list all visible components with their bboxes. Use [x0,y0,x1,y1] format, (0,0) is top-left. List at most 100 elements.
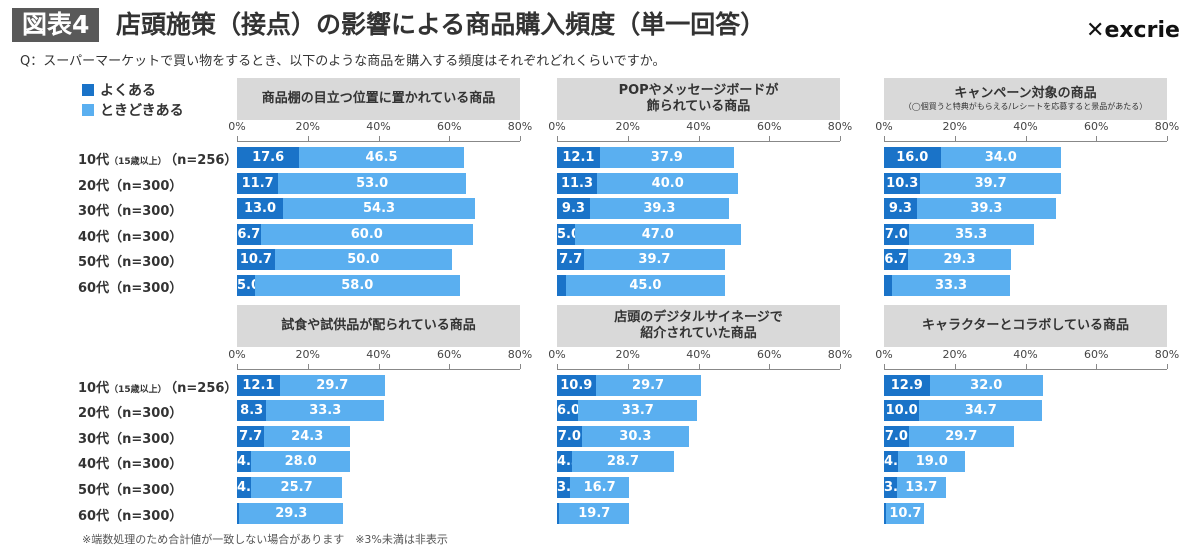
bar-sometimes: 33.3 [892,275,1010,296]
x-tick-mark [840,136,841,141]
x-tick-label: 0% [228,348,246,361]
x-tick-label: 20% [295,348,320,361]
row-label: 10代（15歳以上） （n=256） [78,381,238,396]
x-tick-mark [307,136,309,141]
x-tick-mark [698,136,700,141]
x-tick-mark [1167,364,1168,369]
x-tick-label: 0% [228,120,246,133]
x-tick-label: 60% [1084,120,1109,133]
x-tick-label: 20% [942,348,967,361]
row-label: 30代（n=300） [78,204,183,219]
x-tick-mark [557,136,558,141]
bar-sometimes: 33.7 [578,400,698,421]
x-tick-label: 20% [615,120,640,133]
x-tick-mark [769,136,771,141]
bar-often: 7.7 [557,249,585,270]
bar-often: 5.0 [237,275,260,296]
bar-sometimes: 24.3 [264,426,351,447]
x-tick-mark [449,136,451,141]
x-tick-mark [237,364,238,369]
bar-often: 6.7 [237,224,261,245]
legend-item-sometimes: ときどきある [82,100,184,120]
row-label: 20代（n=300） [78,179,183,194]
x-tick-label: 0% [548,120,566,133]
bar-sometimes: 40.0 [596,173,739,194]
row-label: 50代（n=300） [78,483,183,498]
bar-often: 12.9 [884,375,930,396]
bar-often: 13.0 [237,198,283,219]
x-tick-label: 40% [686,120,711,133]
x-tick-label: 60% [757,348,782,361]
x-axis-line [237,141,520,142]
x-tick-mark [520,364,521,369]
bar-often: 6.7 [884,249,908,270]
bar-sometimes: 39.7 [584,249,725,270]
x-tick-mark [954,136,956,141]
bar-sometimes: 32.0 [929,375,1043,396]
x-tick-mark [1025,136,1027,141]
x-tick-mark [627,364,629,369]
bar-often: 5.0 [557,224,580,245]
footnote: ※端数処理のため合計値が一致しない場合があります ※3%未満は非表示 [82,533,448,546]
row-label: 20代（n=300） [78,406,183,421]
bar-often: 12.1 [237,375,280,396]
bar-sometimes: 19.7 [559,503,630,524]
x-tick-mark [378,136,380,141]
row-label: 40代（n=300） [78,457,183,472]
bar-sometimes: 39.3 [589,198,729,219]
x-tick-mark [520,136,521,141]
bar-often: 4.0 [237,451,260,472]
bar-often: 11.7 [237,173,279,194]
bar-often: 9.3 [557,198,590,219]
x-tick-mark [378,364,380,369]
bar-often [557,503,560,524]
x-tick-mark [449,364,451,369]
bar-sometimes: 39.7 [920,173,1061,194]
x-axis-line [884,141,1167,142]
x-axis-line [237,369,520,370]
x-tick-label: 60% [1084,348,1109,361]
bar-sometimes: 60.0 [260,224,473,245]
x-tick-mark [307,364,309,369]
x-tick-label: 0% [875,120,893,133]
x-tick-label: 20% [295,120,320,133]
bar-often: 4.0 [884,451,907,472]
x-tick-label: 20% [615,348,640,361]
x-tick-label: 60% [437,348,462,361]
x-tick-mark [884,136,885,141]
bar-often [237,503,240,524]
bar-often: 7.0 [884,224,909,245]
x-tick-mark [884,364,885,369]
panel-title: 店頭のデジタルサイネージで 紹介されていた商品 [557,305,840,347]
bar-sometimes: 10.7 [886,503,925,524]
bar-sometimes: 58.0 [254,275,460,296]
bar-often: 10.3 [884,173,921,194]
row-label: 50代（n=300） [78,255,183,270]
page-title: 店頭施策（接点）の影響による商品購入頻度（単一回答） [116,10,766,39]
x-tick-mark [1096,364,1098,369]
bar-sometimes: 50.0 [274,249,452,270]
bar-often: 10.9 [557,375,596,396]
legend-swatch [82,104,94,116]
question-text: Q：スーパーマーケットで買い物をするとき、以下のような商品を購入する頻度はそれぞ… [20,54,666,69]
bar-sometimes: 13.7 [897,477,946,498]
bar-sometimes: 30.3 [581,426,689,447]
x-tick-mark [237,136,238,141]
x-tick-label: 80% [827,120,853,133]
x-tick-label: 60% [757,120,782,133]
bar-sometimes: 29.7 [595,375,701,396]
bar-often: 3.7 [884,477,907,498]
bar-sometimes: 34.0 [940,147,1061,168]
bar-sometimes: 54.3 [282,198,476,219]
bar-sometimes: 28.7 [572,451,674,472]
bar-often: 12.1 [557,147,600,168]
bar-sometimes: 39.3 [916,198,1056,219]
bar-often: 16.0 [884,147,941,168]
bar-often [884,275,893,296]
bar-often: 11.3 [557,173,597,194]
row-label: 60代（n=300） [78,509,183,524]
bar-often: 10.0 [884,400,920,421]
bar-often: 7.0 [557,426,582,447]
bar-sometimes: 29.7 [908,426,1014,447]
